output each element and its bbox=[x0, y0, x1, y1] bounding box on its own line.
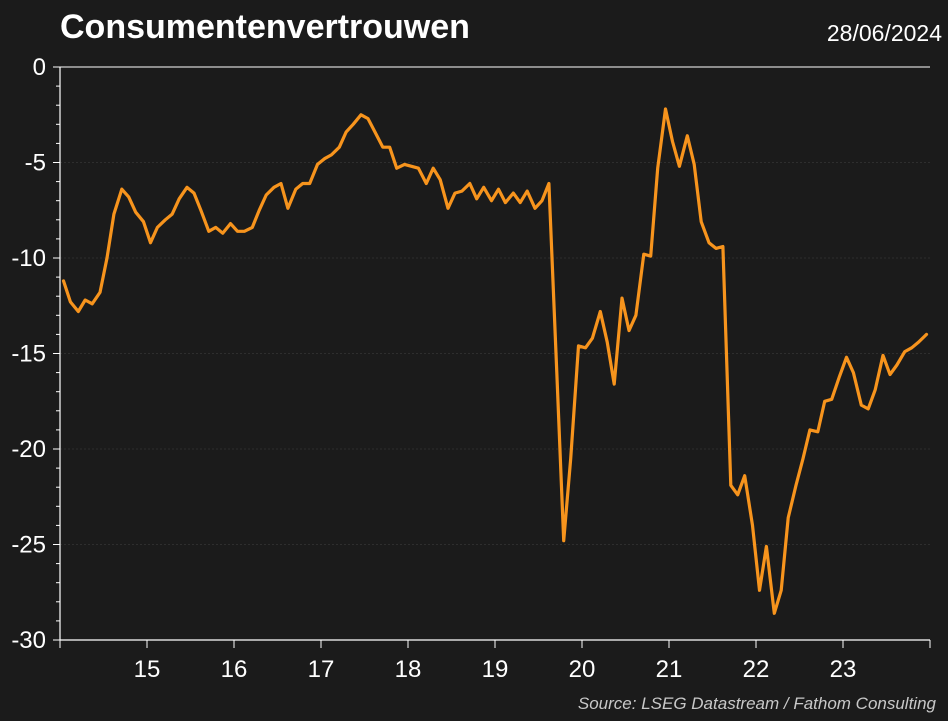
source-note: Source: LSEG Datastream / Fathom Consult… bbox=[577, 694, 936, 713]
y-tick-label: -20 bbox=[11, 436, 46, 463]
x-tick-label: 22 bbox=[743, 656, 770, 683]
x-tick-label: 16 bbox=[221, 656, 248, 683]
y-tick-label: -10 bbox=[11, 245, 46, 272]
y-tick-label: -25 bbox=[11, 532, 46, 559]
x-tick-label: 18 bbox=[395, 656, 422, 683]
x-tick-label: 21 bbox=[656, 656, 683, 683]
y-tick-label: -15 bbox=[11, 341, 46, 368]
x-tick-label: 19 bbox=[482, 656, 509, 683]
axes: 0 -5 -10 -15 -20 -25 -30 15 16 17 18 19 20 21 22 23 bbox=[11, 54, 931, 683]
series-layer bbox=[61, 107, 929, 615]
y-tick-label: -30 bbox=[11, 627, 46, 654]
gridlines bbox=[60, 162, 930, 545]
y-tick-label: 0 bbox=[33, 54, 46, 81]
x-tick-label: 20 bbox=[569, 656, 596, 683]
chart-date: 28/06/2024 bbox=[826, 20, 942, 46]
y-tick-label: -5 bbox=[25, 150, 46, 177]
chart-title: Consumentenvertrouwen bbox=[60, 8, 470, 46]
x-tick-label: 23 bbox=[830, 656, 857, 683]
x-tick-label: 15 bbox=[134, 656, 161, 683]
x-tick-label: 17 bbox=[308, 656, 335, 683]
series-line-0 bbox=[61, 107, 929, 615]
